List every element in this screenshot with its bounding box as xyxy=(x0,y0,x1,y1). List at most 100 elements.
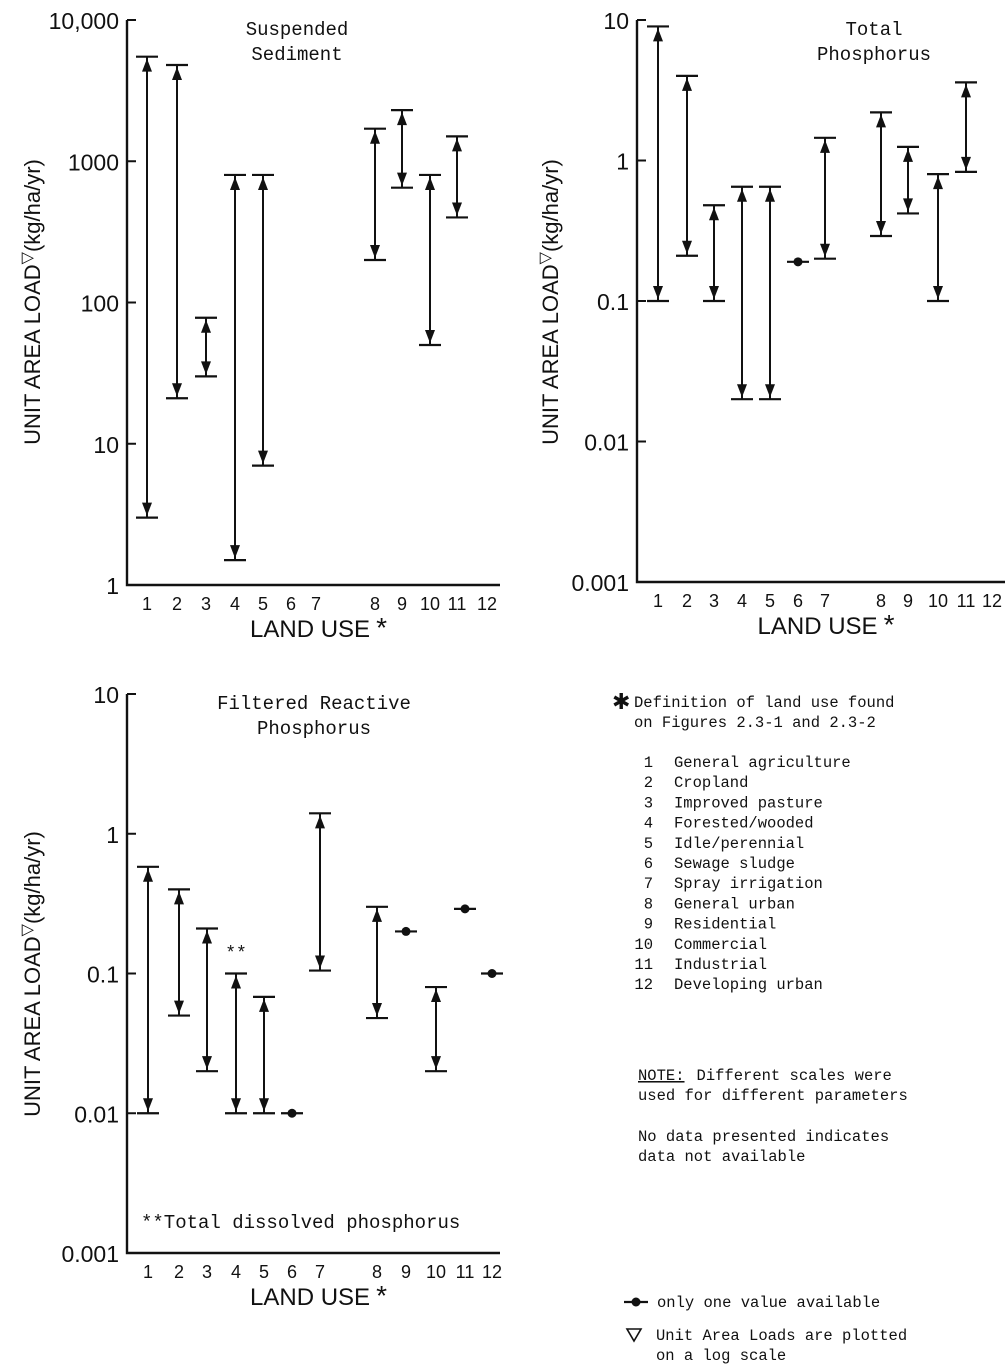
arrowhead-down xyxy=(231,1098,241,1112)
arrowhead-up xyxy=(431,989,441,1003)
x-tick-label: 5 xyxy=(258,594,268,614)
single-value-dot xyxy=(401,926,411,936)
single-value-6 xyxy=(281,1108,303,1118)
land-use-number: 4 xyxy=(644,815,653,833)
x-tick-label: 11 xyxy=(448,594,467,614)
land-use-number: 8 xyxy=(644,895,653,913)
x-tick-label: 10 xyxy=(420,594,440,614)
arrowhead-up xyxy=(820,139,830,153)
arrowhead-down xyxy=(765,384,775,398)
y-axis-label-units: (kg/ha/yr) xyxy=(538,159,563,252)
single-value-dot xyxy=(793,257,803,267)
land-use-name: Industrial xyxy=(674,956,767,974)
x-axis-label: LAND USE * xyxy=(250,1280,387,1311)
arrowhead-down xyxy=(737,384,747,398)
arrowhead-down xyxy=(202,1056,212,1070)
land-use-number: 1 xyxy=(644,754,653,772)
note-label: NOTE: xyxy=(638,1067,685,1085)
arrowhead-up xyxy=(653,28,663,42)
single-value-dot xyxy=(460,904,470,914)
arrowhead-up xyxy=(315,815,325,829)
arrowhead-down xyxy=(230,545,240,559)
land-use-name: General agriculture xyxy=(674,754,851,772)
x-axis-label: LAND USE * xyxy=(758,609,895,640)
arrowhead-down xyxy=(452,202,462,216)
arrowhead-up xyxy=(143,868,153,882)
note-text: Different scales were xyxy=(697,1067,892,1085)
arrowhead-up xyxy=(765,188,775,202)
arrowhead-up xyxy=(142,58,152,72)
y-axis-label-triangle: ▽ xyxy=(19,923,36,936)
single-value-6 xyxy=(787,257,809,267)
range-bar-4 xyxy=(225,972,247,1115)
x-tick-label: 9 xyxy=(401,1262,411,1282)
range-bar-10 xyxy=(927,173,949,303)
y-tick-label: 0.001 xyxy=(571,570,629,596)
y-axis-label: UNIT AREA LOAD▽(kg/ha/yr) xyxy=(19,831,45,1117)
range-bar-7 xyxy=(814,136,836,260)
x-tick-label: 1 xyxy=(653,591,663,611)
definition-asterisk: ✱ xyxy=(612,689,630,714)
arrowhead-up xyxy=(425,176,435,190)
x-tick-label: 2 xyxy=(172,594,182,614)
x-axis-label-text: LAND USE xyxy=(250,616,370,643)
arrowhead-up xyxy=(201,319,211,333)
arrowhead-down xyxy=(653,286,663,299)
range-bar-3 xyxy=(703,204,725,303)
arrowhead-up xyxy=(709,207,719,221)
arrowhead-up xyxy=(230,176,240,190)
single-value-legend-text: only one value available xyxy=(657,1294,880,1312)
y-tick-label: 10,000 xyxy=(49,8,119,34)
arrowhead-down xyxy=(933,286,943,299)
x-axis-label-mark: * xyxy=(884,609,895,640)
arrowhead-up xyxy=(903,148,913,162)
definition-line-1: Definition of land use found xyxy=(634,694,894,712)
x-tick-label: 10 xyxy=(928,591,948,611)
x-tick-label: 7 xyxy=(315,1262,325,1282)
axes xyxy=(125,20,500,587)
x-axis-label-text: LAND USE xyxy=(250,1284,370,1311)
arrowhead-up xyxy=(370,130,380,144)
x-tick-label: 6 xyxy=(793,591,803,611)
range-bar-11 xyxy=(446,135,468,219)
arrowhead-down xyxy=(961,156,971,170)
land-use-number: 3 xyxy=(644,794,653,812)
arrowhead-up xyxy=(933,176,943,190)
x-tick-label: 1 xyxy=(142,594,152,614)
arrowhead-up xyxy=(259,998,269,1012)
arrowhead-up xyxy=(961,84,971,98)
range-bar-4 xyxy=(224,173,246,562)
y-tick-label: 0.1 xyxy=(87,962,119,988)
land-use-number: 6 xyxy=(644,855,653,873)
land-use-name: Sewage sludge xyxy=(674,855,795,873)
x-tick-label: 8 xyxy=(876,591,886,611)
arrowhead-up xyxy=(202,930,212,944)
chart-title: Sediment xyxy=(251,44,342,66)
chart-title: Total xyxy=(845,19,902,41)
x-tick-label: 1 xyxy=(143,1262,153,1282)
single-value-12 xyxy=(481,969,503,978)
arrowhead-down xyxy=(370,244,380,258)
range-bar-2 xyxy=(166,63,188,400)
x-axis-label-mark: * xyxy=(376,1280,387,1311)
land-use-number: 12 xyxy=(634,976,653,994)
y-axis-label-units: (kg/ha/yr) xyxy=(20,159,45,252)
range-bar-2 xyxy=(676,74,698,257)
range-bar-11 xyxy=(955,81,977,173)
x-tick-label: 7 xyxy=(820,591,830,611)
chart-title: Filtered Reactive xyxy=(217,693,411,715)
arrowhead-up xyxy=(452,138,462,152)
land-use-number: 11 xyxy=(634,956,653,974)
y-axis-label-text: UNIT AREA LOAD xyxy=(20,936,45,1117)
x-tick-label: 9 xyxy=(903,591,913,611)
x-tick-label: 12 xyxy=(482,1262,502,1282)
range-bar-10 xyxy=(419,173,441,347)
arrowhead-down xyxy=(397,172,407,186)
arrowhead-up xyxy=(172,67,182,81)
chart-title: Phosphorus xyxy=(817,44,931,66)
y-tick-label: 1 xyxy=(616,149,629,175)
x-tick-label: 12 xyxy=(477,594,497,614)
range-bar-1 xyxy=(136,55,158,519)
arrowhead-up xyxy=(231,975,241,989)
y-axis-label-text: UNIT AREA LOAD xyxy=(20,264,45,445)
